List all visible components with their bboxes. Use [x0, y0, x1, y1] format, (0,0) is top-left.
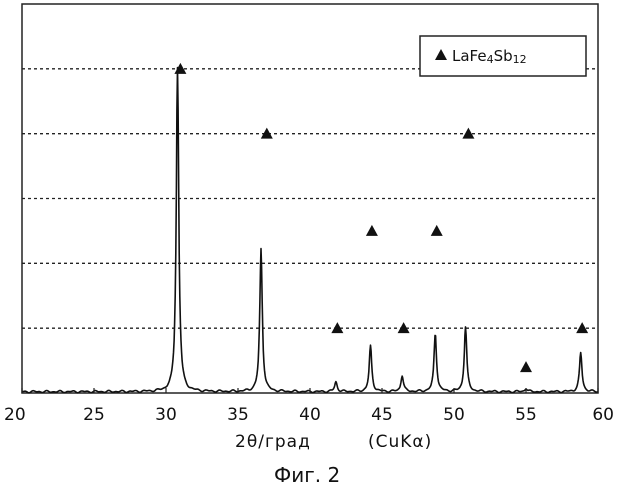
x-tick-label: 20	[4, 405, 26, 425]
phase-markers	[174, 63, 588, 372]
x-tick-label: 40	[299, 405, 321, 425]
x-axis-label: 2θ/град	[235, 432, 311, 452]
series-line	[22, 68, 598, 393]
x-tick-label: 60	[592, 405, 614, 425]
x-tick-label: 45	[371, 405, 393, 425]
x-tick-label: 55	[515, 405, 537, 425]
x-tick-label: 30	[155, 405, 177, 425]
legend: LaFe4Sb12	[420, 36, 586, 76]
gridlines	[22, 69, 598, 328]
x-tick-label: 25	[83, 405, 105, 425]
triangle-marker	[431, 225, 443, 236]
x-tick-label: 35	[227, 405, 249, 425]
triangle-marker	[366, 225, 378, 236]
x-axis-label-suffix: (CuKα)	[368, 432, 432, 452]
x-tick-label: 50	[443, 405, 465, 425]
triangle-marker	[520, 361, 532, 372]
figure-caption: Фиг. 2	[274, 463, 340, 487]
